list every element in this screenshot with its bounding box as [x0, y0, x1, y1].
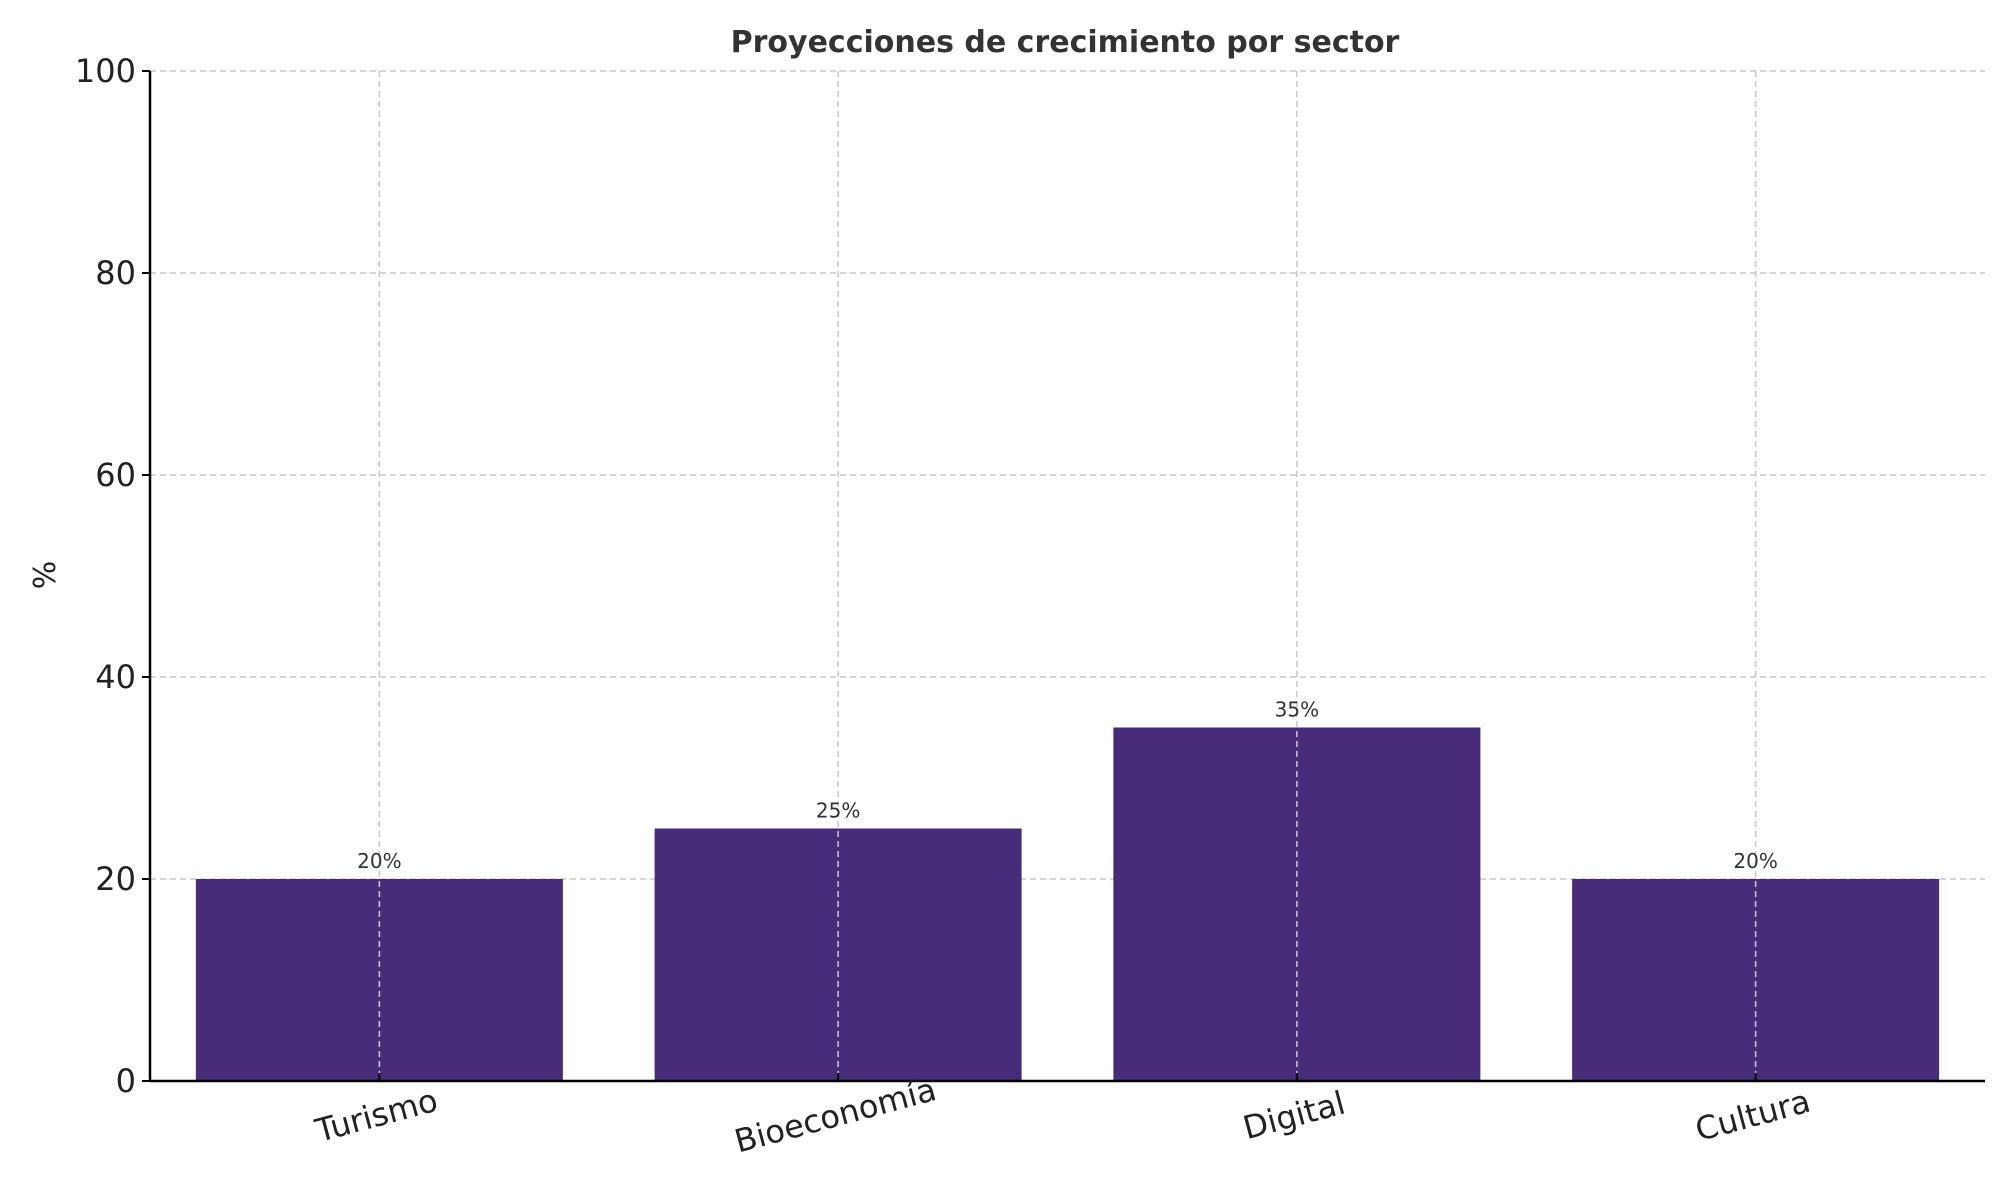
- chart-title: Proyecciones de crecimiento por sector: [731, 25, 1400, 60]
- y-tick-label: 40: [95, 658, 136, 696]
- y-tick-label: 60: [95, 456, 136, 494]
- y-tick-label: 80: [95, 254, 136, 292]
- bar-value-label: 25%: [816, 799, 860, 823]
- bar-turismo: [195, 879, 563, 1081]
- bars-layer: [195, 727, 1940, 1081]
- x-tick-label: Bioeconomía: [730, 1070, 940, 1160]
- bar-value-label: 35%: [1275, 698, 1319, 722]
- y-tick-label: 100: [75, 52, 136, 90]
- y-axis-label: %: [28, 561, 63, 590]
- x-tick-label: Turismo: [311, 1081, 442, 1150]
- y-tick-label: 0: [116, 1062, 136, 1100]
- x-tick-label: Digital: [1239, 1084, 1349, 1148]
- bar-value-label: 20%: [357, 849, 401, 873]
- grid-layer: [150, 70, 1985, 880]
- bar-cultura: [1572, 879, 1940, 1081]
- y-tick-label: 20: [95, 860, 136, 898]
- axes-layer: [142, 70, 1985, 1083]
- x-tick-label: Cultura: [1691, 1082, 1814, 1149]
- vertical-grid-layer: [378, 71, 1757, 1081]
- bar-value-label: 20%: [1733, 849, 1777, 873]
